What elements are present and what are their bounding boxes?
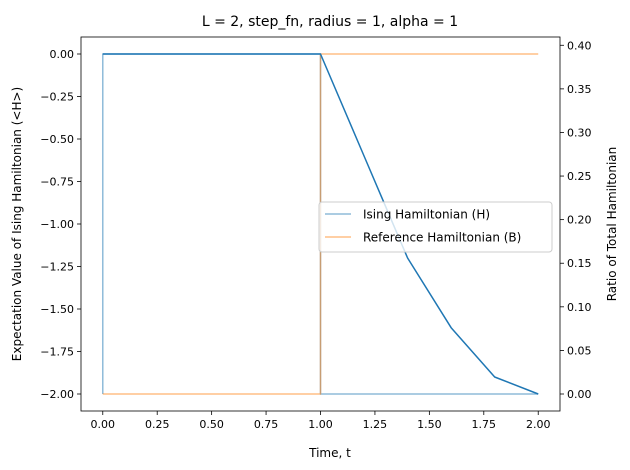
y-left-tick-label: −1.50 xyxy=(40,303,74,316)
series-line-0 xyxy=(102,53,539,395)
y-left-tick-label: −1.75 xyxy=(40,346,74,359)
y-axis-label-right: Ratio of Total Hamiltonian xyxy=(605,147,619,302)
y-right-tick-label: 0.05 xyxy=(567,344,592,357)
x-tick-label: 0.50 xyxy=(199,418,224,431)
x-tick-label: 0.25 xyxy=(145,418,170,431)
y-left-tick-label: −0.50 xyxy=(40,133,74,146)
legend-box xyxy=(318,201,553,253)
x-tick-label: 1.00 xyxy=(308,418,333,431)
y-left-tick-label: −0.25 xyxy=(40,91,74,104)
y-left-tick-label: −1.00 xyxy=(40,218,74,231)
chart-title: L = 2, step_fn, radius = 1, alpha = 1 xyxy=(202,14,458,30)
y-right-tick-label: 0.25 xyxy=(567,170,592,183)
y-axis-label-left: Expectation Value of Ising Hamiltonian (… xyxy=(10,87,24,361)
y-right-tick-label: 0.40 xyxy=(567,39,592,52)
y-right-tick-label: 0.35 xyxy=(567,83,592,96)
y-left-tick-label: −0.75 xyxy=(40,176,74,189)
legend-label-ising: Ising Hamiltonian (H) xyxy=(363,208,490,222)
y-left-tick-label: 0.00 xyxy=(50,48,75,61)
y-left-tick-label: −2.00 xyxy=(40,388,74,401)
x-tick-label: 0.75 xyxy=(254,418,279,431)
y-right-tick-label: 0.30 xyxy=(567,126,592,139)
y-right-tick-label: 0.15 xyxy=(567,257,592,270)
x-tick-label: 0.00 xyxy=(91,418,116,431)
y-right-tick-label: 0.00 xyxy=(567,388,592,401)
y-left-tick-label: −1.25 xyxy=(40,261,74,274)
y-right-tick-label: 0.10 xyxy=(567,301,592,314)
x-tick-label: 2.00 xyxy=(526,418,551,431)
x-tick-label: 1.50 xyxy=(417,418,442,431)
legend: Ising Hamiltonian (H) Reference Hamilton… xyxy=(318,201,553,253)
legend-label-reference: Reference Hamiltonian (B) xyxy=(363,231,521,245)
x-tick-label: 1.75 xyxy=(472,418,497,431)
x-axis-label: Time, t xyxy=(308,446,351,460)
y-right-tick-label: 0.20 xyxy=(567,214,592,227)
x-tick-label: 1.25 xyxy=(363,418,388,431)
